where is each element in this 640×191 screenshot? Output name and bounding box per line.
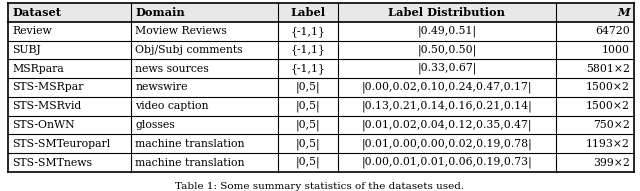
Text: |0.00,0.02,0.10,0.24,0.47,0.17|: |0.00,0.02,0.10,0.24,0.47,0.17| xyxy=(362,82,532,93)
Text: newswire: newswire xyxy=(135,83,188,92)
Bar xyxy=(8,153,634,172)
Text: STS-MSRvid: STS-MSRvid xyxy=(12,101,81,111)
Text: 750×2: 750×2 xyxy=(593,120,630,130)
Text: STS-SMTnews: STS-SMTnews xyxy=(12,158,92,168)
Bar xyxy=(8,40,634,59)
Text: news sources: news sources xyxy=(135,64,209,74)
Text: MSRpara: MSRpara xyxy=(12,64,64,74)
Bar xyxy=(8,116,634,134)
Text: |0.01,0.02,0.04,0.12,0.35,0.47|: |0.01,0.02,0.04,0.12,0.35,0.47| xyxy=(362,119,532,131)
Text: video caption: video caption xyxy=(135,101,209,111)
Text: |0.13,0.21,0.14,0.16,0.21,0.14|: |0.13,0.21,0.14,0.16,0.21,0.14| xyxy=(362,100,532,112)
Text: 1500×2: 1500×2 xyxy=(586,83,630,92)
Text: |0,5|: |0,5| xyxy=(296,157,320,168)
Text: Moview Reviews: Moview Reviews xyxy=(135,26,227,36)
Text: |0.33,0.67|: |0.33,0.67| xyxy=(417,63,477,74)
Text: STS-OnWN: STS-OnWN xyxy=(12,120,75,130)
Bar xyxy=(8,78,634,97)
Text: STS-MSRpar: STS-MSRpar xyxy=(12,83,83,92)
Bar xyxy=(8,97,634,116)
Text: 64720: 64720 xyxy=(595,26,630,36)
Text: |0,5|: |0,5| xyxy=(296,119,320,131)
Text: Label: Label xyxy=(291,7,326,18)
Text: |0.00,0.01,0.01,0.06,0.19,0.73|: |0.00,0.01,0.01,0.06,0.19,0.73| xyxy=(362,157,532,168)
Text: Dataset: Dataset xyxy=(12,7,61,18)
Text: Table 1: Some summary statistics of the datasets used.: Table 1: Some summary statistics of the … xyxy=(175,182,465,191)
Text: 1193×2: 1193×2 xyxy=(586,139,630,149)
Bar xyxy=(8,3,634,22)
Text: |0.50,0.50|: |0.50,0.50| xyxy=(417,44,477,56)
Text: |0.49,0.51|: |0.49,0.51| xyxy=(417,25,477,37)
Text: 399×2: 399×2 xyxy=(593,158,630,168)
Bar xyxy=(8,59,634,78)
Text: |0,5|: |0,5| xyxy=(296,138,320,150)
Text: glosses: glosses xyxy=(135,120,175,130)
Text: M: M xyxy=(618,7,630,18)
Text: Obj/Subj comments: Obj/Subj comments xyxy=(135,45,243,55)
Bar xyxy=(8,134,634,153)
Text: STS-SMTeuroparl: STS-SMTeuroparl xyxy=(12,139,110,149)
Bar xyxy=(8,22,634,40)
Text: {-1,1}: {-1,1} xyxy=(291,26,325,36)
Text: SUBJ: SUBJ xyxy=(12,45,41,55)
Text: 5801×2: 5801×2 xyxy=(586,64,630,74)
Text: {-1,1}: {-1,1} xyxy=(291,45,325,55)
Text: Label Distribution: Label Distribution xyxy=(388,7,506,18)
Text: 1500×2: 1500×2 xyxy=(586,101,630,111)
Text: |0,5|: |0,5| xyxy=(296,82,320,93)
Text: |0,5|: |0,5| xyxy=(296,100,320,112)
Text: machine translation: machine translation xyxy=(135,139,245,149)
Text: |0.01,0.00,0.00,0.02,0.19,0.78|: |0.01,0.00,0.00,0.02,0.19,0.78| xyxy=(362,138,532,150)
Text: machine translation: machine translation xyxy=(135,158,245,168)
Text: {-1,1}: {-1,1} xyxy=(291,63,325,74)
Text: 1000: 1000 xyxy=(602,45,630,55)
Text: Review: Review xyxy=(12,26,52,36)
Text: Domain: Domain xyxy=(135,7,185,18)
